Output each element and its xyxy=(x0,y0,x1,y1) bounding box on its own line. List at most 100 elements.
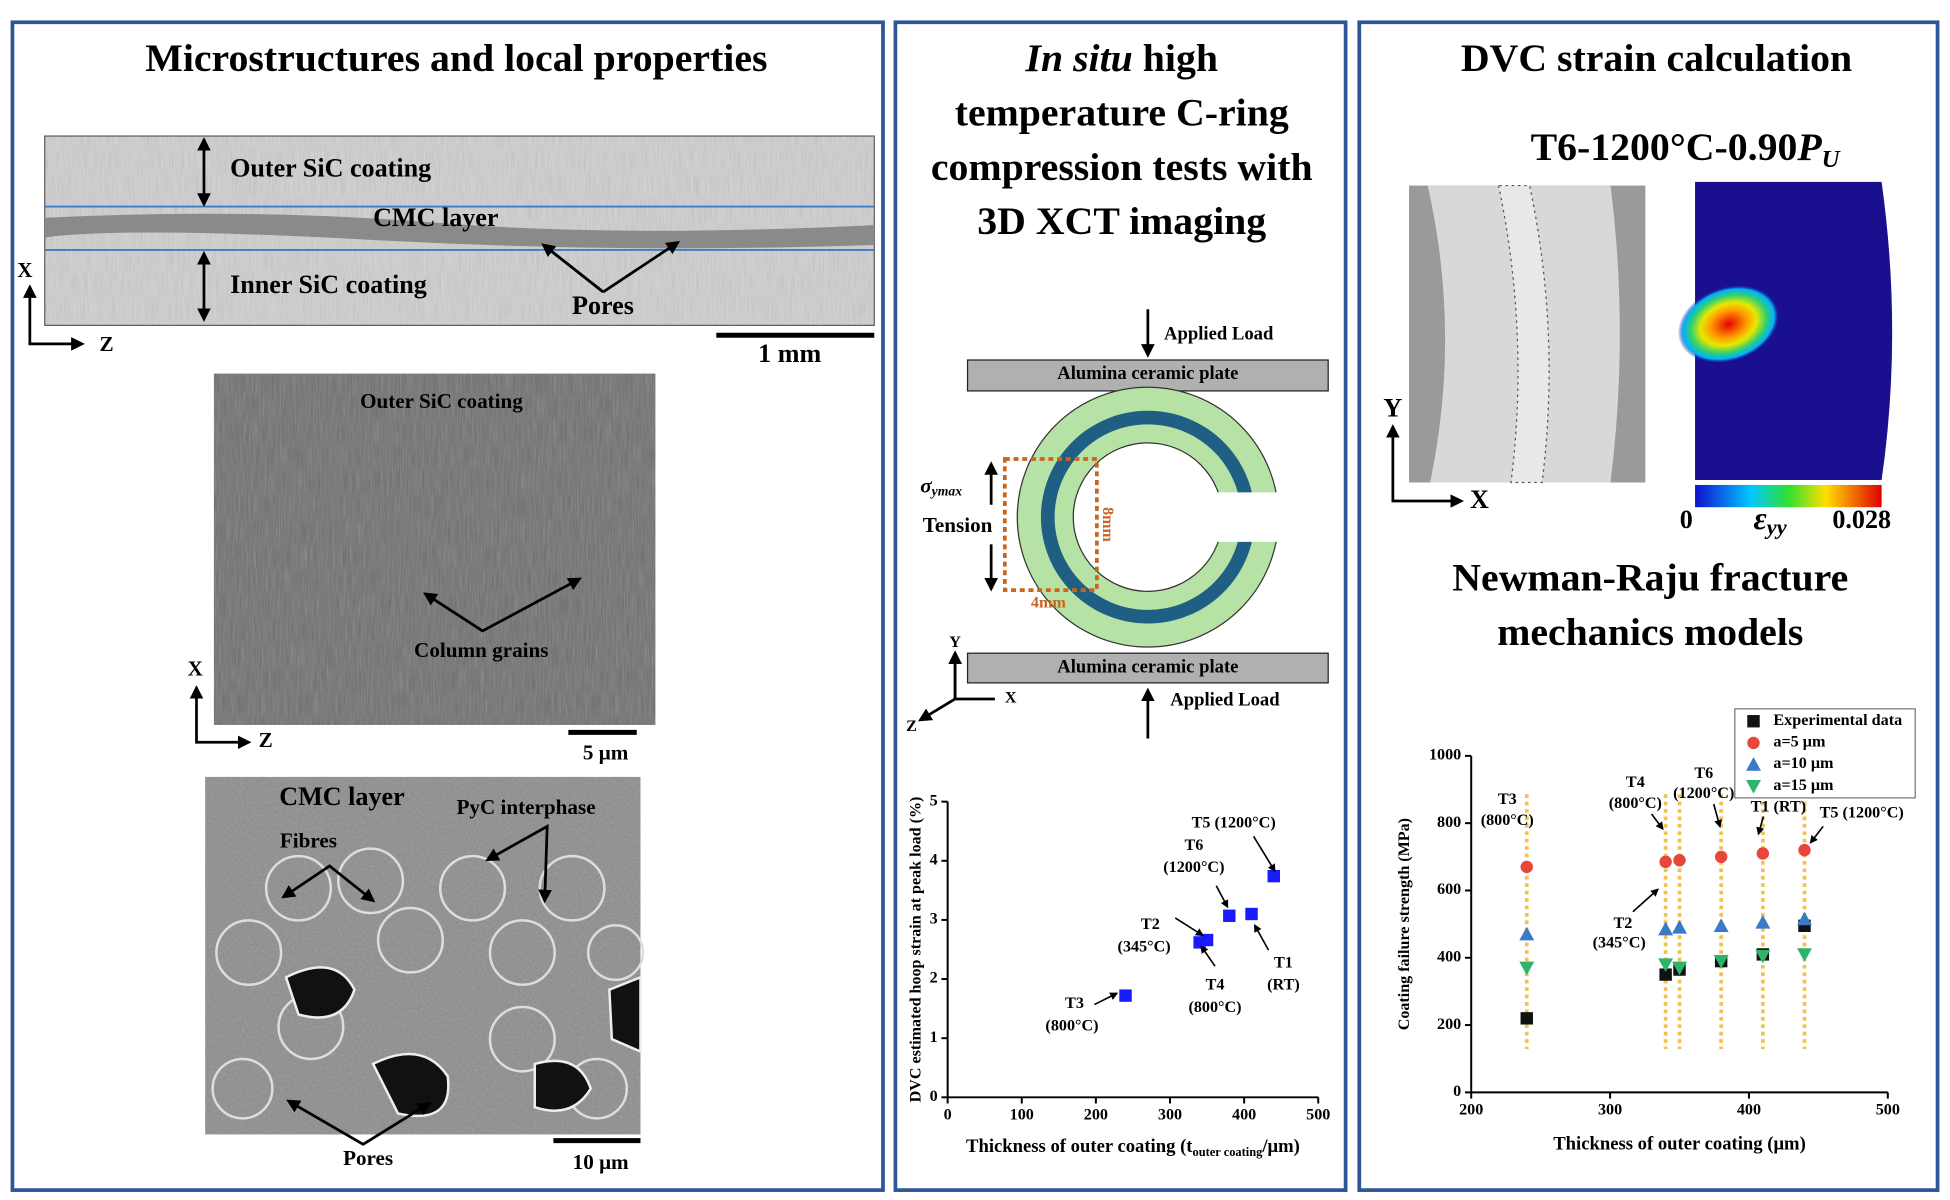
c-ring xyxy=(1016,386,1284,648)
annotation: (1200°C) xyxy=(1673,785,1734,802)
annotation-arrow xyxy=(1252,835,1276,873)
panel-title: compression tests with xyxy=(931,145,1313,189)
annotation: (800°C) xyxy=(1045,1018,1098,1035)
y-tick-label: 5 xyxy=(930,792,938,809)
title-italic: In situ xyxy=(1025,36,1133,80)
label: Applied Load xyxy=(1170,690,1280,711)
point xyxy=(1245,907,1258,921)
axis-label: X xyxy=(1470,485,1489,514)
axis-label: X xyxy=(17,258,32,282)
dimension: 8mm xyxy=(1099,507,1116,542)
legend-marker xyxy=(1746,780,1761,794)
point xyxy=(1200,933,1214,947)
x-axis-label-part: Thickness of outer coating (t xyxy=(966,1136,1193,1157)
axis-icon xyxy=(1386,424,1464,508)
axis-label: X xyxy=(1005,690,1017,707)
subtitle: mechanics models xyxy=(1497,610,1803,654)
x-tick-label: 400 xyxy=(1737,1102,1761,1119)
label: Outer SiC coating xyxy=(230,154,431,183)
x-axis-label: Thickness of outer coating (μm) xyxy=(1553,1134,1806,1155)
arrow xyxy=(423,577,582,633)
annotation-arrow xyxy=(1254,923,1270,951)
label: Fibres xyxy=(280,828,337,852)
point xyxy=(1520,860,1533,874)
case-symbol: P xyxy=(1796,125,1822,169)
legend-marker xyxy=(1747,736,1760,750)
roi-box xyxy=(1002,457,1099,592)
axis-label: Z xyxy=(259,728,273,752)
point xyxy=(1713,918,1729,932)
annotation: T4 xyxy=(1206,977,1225,994)
annotation: T6 xyxy=(1184,837,1203,854)
y-tick-label: 4 xyxy=(930,852,938,869)
point xyxy=(1659,855,1672,869)
annotation: T1 (RT) xyxy=(1751,799,1807,816)
annotation: T6 xyxy=(1694,765,1713,782)
point xyxy=(1672,961,1687,976)
annotation: T3 xyxy=(1498,791,1517,808)
legend-label: a=5 μm xyxy=(1773,734,1826,751)
point xyxy=(1797,911,1812,926)
annotation: T2 xyxy=(1613,915,1632,932)
axis-label: Y xyxy=(949,634,961,651)
y-tick-label: 800 xyxy=(1437,814,1461,831)
y-tick-label: 2 xyxy=(930,970,938,987)
annotation: T4 xyxy=(1626,774,1645,791)
micrograph xyxy=(44,135,875,326)
point xyxy=(1756,847,1770,860)
point xyxy=(1658,921,1674,936)
y-tick-label: 0 xyxy=(930,1088,938,1105)
x-tick-label: 200 xyxy=(1084,1107,1108,1124)
annotation-arrow xyxy=(1756,816,1765,836)
point xyxy=(1520,1012,1533,1025)
colorbar-min: 0 xyxy=(1680,505,1693,534)
annotation-arrow xyxy=(1632,888,1659,913)
axis-label: Y xyxy=(1383,394,1402,423)
point xyxy=(1755,949,1771,964)
point xyxy=(1672,920,1687,934)
label: Pores xyxy=(343,1146,393,1170)
x-axis-label-part: /μm) xyxy=(1261,1136,1299,1157)
scale-label: 10 μm xyxy=(573,1150,629,1174)
annotation: T5 (1200°C) xyxy=(1192,815,1276,832)
panel-title: 3D XCT imaging xyxy=(977,199,1266,243)
annotation: (800°C) xyxy=(1188,999,1241,1016)
panel-border xyxy=(893,20,1348,1192)
point xyxy=(1519,926,1535,941)
case-sub: U xyxy=(1822,146,1841,173)
annotation: (345°C) xyxy=(1593,935,1646,952)
strain-map xyxy=(1677,181,1893,508)
colorbar-symbol: εyy xyxy=(1754,501,1787,540)
annotation: T2 xyxy=(1141,916,1160,933)
case: T6-1200°C-0.90 xyxy=(1531,125,1798,169)
annotation: (800°C) xyxy=(1609,795,1662,812)
annotation-arrow xyxy=(1650,813,1664,831)
y-tick-label: 200 xyxy=(1437,1016,1461,1033)
epsilon: ε xyxy=(1754,501,1767,537)
annotation-arrow xyxy=(1215,885,1229,909)
point xyxy=(1714,850,1728,864)
annotation: (345°C) xyxy=(1118,938,1171,955)
axis-label: Z xyxy=(99,332,113,356)
case-label: T6-1200°C-0.90PU xyxy=(1531,125,1841,172)
label: PyC interphase xyxy=(456,795,595,819)
y-axis-label: Coating failure strength (MPa) xyxy=(1396,818,1413,1030)
legend-label: Experimental data xyxy=(1773,712,1902,729)
annotation-arrow xyxy=(1809,825,1824,844)
title-part: high xyxy=(1133,36,1218,80)
annotation: (800°C) xyxy=(1481,812,1534,829)
x-tick-label: 0 xyxy=(944,1107,952,1124)
label: Alumina ceramic plate xyxy=(1057,656,1238,677)
x-axis-label-part: Thickness of outer coating (μm) xyxy=(1553,1134,1806,1155)
axis-label: X xyxy=(188,656,203,680)
y-tick-label: 400 xyxy=(1437,949,1461,966)
scale-label: 5 μm xyxy=(583,741,629,765)
panel-title: Microstructures and local properties xyxy=(145,36,767,80)
annotation: T1 xyxy=(1274,954,1293,971)
xct-image xyxy=(1409,184,1646,484)
label: Applied Load xyxy=(1164,324,1274,345)
label: CMC layer xyxy=(373,203,498,232)
annotation-arrow xyxy=(1094,992,1119,1006)
y-tick-label: 3 xyxy=(930,911,938,928)
x-tick-label: 400 xyxy=(1232,1107,1256,1124)
